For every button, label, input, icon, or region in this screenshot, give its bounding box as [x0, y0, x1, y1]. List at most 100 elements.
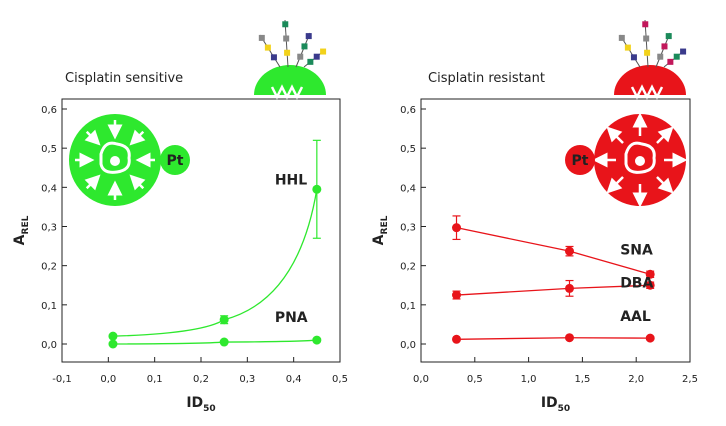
series-line	[456, 337, 651, 340]
y-tick-label: 0,2	[41, 262, 57, 273]
pt-label: Pt	[572, 153, 589, 169]
x-label-main: ID	[541, 395, 558, 411]
x-tick-label: 2,5	[682, 374, 698, 385]
data-point	[312, 335, 322, 345]
glycan-unit	[282, 21, 289, 28]
series-label: PNA	[275, 310, 308, 326]
y-label-main: A	[12, 234, 28, 245]
glycan-unit	[661, 43, 668, 50]
y-tick-label: 0,0	[400, 340, 416, 351]
pt-icon	[565, 145, 595, 175]
data-point	[452, 290, 462, 300]
y-tick-label: 0,1	[41, 301, 57, 312]
y-label-main: A	[371, 234, 387, 245]
data-point	[645, 280, 655, 290]
nucleus-icon	[99, 141, 131, 174]
data-point	[312, 184, 322, 194]
pt-label: Pt	[167, 153, 184, 169]
x-tick-label: 0,4	[286, 374, 302, 385]
glycan-unit	[644, 49, 651, 56]
y-tick-label: 0,4	[41, 183, 57, 194]
glycan-unit	[642, 21, 649, 28]
arrow-icon	[606, 126, 624, 144]
data-point	[108, 339, 118, 349]
x-tick-label: 1,0	[521, 374, 537, 385]
series-line	[112, 189, 318, 337]
arrow-icon	[606, 176, 624, 194]
x-tick-label: 1,5	[574, 374, 590, 385]
glycan-unit	[680, 48, 687, 55]
data-point	[645, 269, 655, 279]
data-point	[219, 315, 229, 325]
arrow-icon	[84, 129, 101, 146]
x-tick-label: 0,0	[100, 374, 116, 385]
glycan-unit	[284, 49, 291, 56]
y-label-sub: REL	[380, 215, 390, 234]
glycan-unit	[297, 53, 304, 60]
data-point	[564, 333, 574, 343]
glycan-unit	[624, 44, 631, 51]
arrow-icon	[129, 129, 146, 146]
series-label: SNA	[620, 242, 653, 258]
pt-icon	[160, 145, 190, 175]
data-point	[452, 334, 462, 344]
plot-frame	[420, 98, 691, 363]
x-tick-label: 0,1	[147, 374, 163, 385]
membrane-mark	[270, 84, 304, 100]
series-label: DBA	[620, 275, 653, 291]
chart-title: Cisplatin resistant	[428, 71, 545, 86]
x-tick-label: 0,2	[193, 374, 209, 385]
data-point	[452, 223, 462, 233]
y-tick-label: 0,4	[400, 183, 416, 194]
glycan-unit	[258, 34, 265, 41]
glycan-unit	[270, 54, 277, 61]
series-label: AAL	[620, 309, 651, 325]
membrane-mark	[630, 84, 664, 100]
y-tick-label: 0,2	[400, 262, 416, 273]
x-axis-label: ID50	[541, 395, 570, 414]
glycan-unit	[618, 34, 625, 41]
glycan-unit	[320, 48, 327, 55]
y-label-sub: REL	[21, 215, 31, 234]
x-label-main: ID	[186, 395, 203, 411]
x-tick-label: -0,1	[52, 374, 72, 385]
glycan-unit	[264, 44, 271, 51]
x-tick-label: 0,3	[239, 374, 255, 385]
data-point	[219, 337, 229, 347]
glycan-unit	[313, 53, 320, 60]
glycan-unit	[667, 58, 674, 65]
y-tick-label: 0,6	[400, 105, 416, 116]
x-tick-label: 2,0	[628, 374, 644, 385]
arrow-icon	[656, 126, 674, 144]
glycan-unit	[283, 35, 290, 42]
arrow-icon	[84, 174, 101, 191]
x-tick-label: 0,5	[332, 374, 348, 385]
glycan-unit	[307, 58, 314, 65]
glycan-unit	[673, 53, 680, 60]
glycan-unit	[657, 53, 664, 60]
x-tick-label: 0,0	[413, 374, 429, 385]
x-tick-label: 0,5	[467, 374, 483, 385]
data-point	[564, 283, 574, 293]
arrow-icon	[656, 176, 674, 194]
y-tick-label: 0,1	[400, 301, 416, 312]
x-axis-label: ID50	[186, 395, 215, 414]
arrow-icon	[129, 174, 146, 191]
nucleolus-icon	[635, 156, 645, 166]
y-tick-label: 0,5	[400, 144, 416, 155]
y-tick-label: 0,3	[400, 223, 416, 234]
glycan-stem	[644, 19, 649, 68]
x-label-sub: 50	[558, 404, 571, 414]
glycan-unit	[301, 43, 308, 50]
data-point	[108, 331, 118, 341]
data-point	[564, 246, 574, 256]
nucleus-icon	[624, 141, 656, 174]
glycan-unit	[665, 33, 672, 40]
glycan-stem	[284, 19, 289, 68]
glycan-unit	[305, 33, 312, 40]
y-tick-label: 0,6	[41, 105, 57, 116]
y-axis-label: AREL	[371, 215, 390, 245]
nucleolus-icon	[110, 156, 120, 166]
y-axis-label: AREL	[12, 215, 31, 245]
